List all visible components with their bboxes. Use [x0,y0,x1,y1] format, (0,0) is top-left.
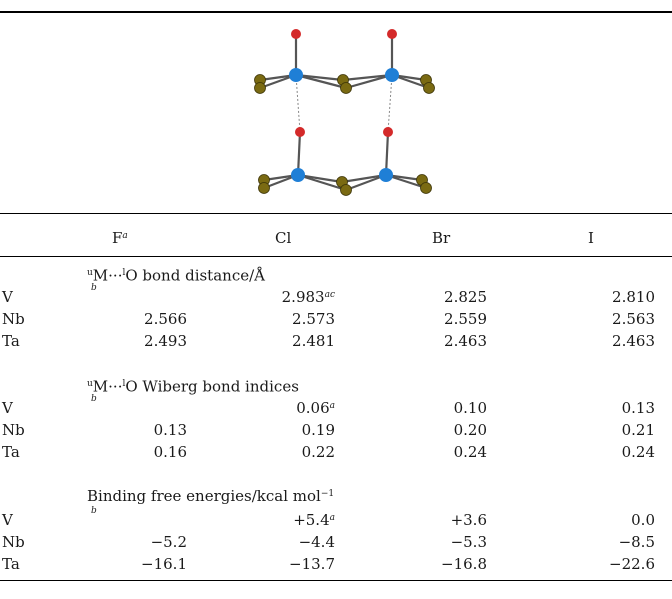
table-cell: +3.6 [450,511,487,529]
table-cell: 0.16 [153,443,187,461]
table-cell: 2.463 [444,332,487,350]
column-header-f: Fa [112,229,128,247]
table-cell: 0.24 [621,443,655,461]
interaction-line-right [387,74,393,133]
table-cell: 2.463 [612,332,655,350]
table-cell: −22.6 [609,555,655,573]
section-note: b [91,283,97,293]
table-cell: 0.20 [453,421,487,439]
table-cell: 0.24 [453,443,487,461]
row-label: V [2,399,13,417]
table-cell: 0.06a [296,399,335,417]
row-label: Nb [2,533,25,551]
section-title-wiberg: uM···lO Wiberg bond indices [87,377,299,396]
molecular-structure-figure [254,29,435,196]
column-header-i: I [588,229,594,247]
table-top-rule [0,11,672,13]
table-cell: 0.19 [301,421,335,439]
row-label: Ta [2,443,20,461]
table-cell: −8.5 [618,533,655,551]
table-cell: 0.21 [621,421,655,439]
table-cell: 0.22 [301,443,335,461]
table-bottom-rule [0,580,672,581]
table-cell: 0.13 [621,399,655,417]
table-cell: 0.0 [631,511,655,529]
table-cell: −16.8 [441,555,487,573]
table-cell: +5.4a [293,511,335,529]
table-cell: −5.3 [450,533,487,551]
table-cell: −16.1 [141,555,187,573]
row-label: Ta [2,332,20,350]
section-note: b [91,506,97,516]
section-title-bond-distance: uM···lO bond distance/Å [87,266,265,285]
table-cell: 0.10 [453,399,487,417]
metal-atoms [289,68,399,182]
table-cell: −13.7 [289,555,335,573]
table-cell: 2.810 [612,288,655,306]
halide-atoms [254,74,435,196]
table-cell: 2.573 [292,310,335,328]
section-title-binding-energies: Binding free energies/kcal mol−1 [87,487,335,505]
table-cell: 2.566 [144,310,187,328]
row-label: Ta [2,555,20,573]
section-note: b [91,394,97,404]
table-cell: 2.493 [144,332,187,350]
row-label: Nb [2,310,25,328]
table-cell: 2.983ac [281,288,335,306]
table-cell: 0.13 [153,421,187,439]
table-cell: 2.481 [292,332,335,350]
row-label: V [2,511,13,529]
column-header-br: Br [432,229,451,247]
row-label: Nb [2,421,25,439]
table-cell: −5.2 [150,533,187,551]
interaction-line-left [295,74,301,133]
table-cell: 2.559 [444,310,487,328]
table-cell: −4.4 [298,533,335,551]
oxygen-atoms [291,29,397,137]
header-top-rule [0,213,672,214]
row-label: V [2,288,13,306]
header-bottom-rule [0,256,672,257]
table-cell: 2.825 [444,288,487,306]
column-header-cl: Cl [275,229,292,247]
table-cell: 2.563 [612,310,655,328]
